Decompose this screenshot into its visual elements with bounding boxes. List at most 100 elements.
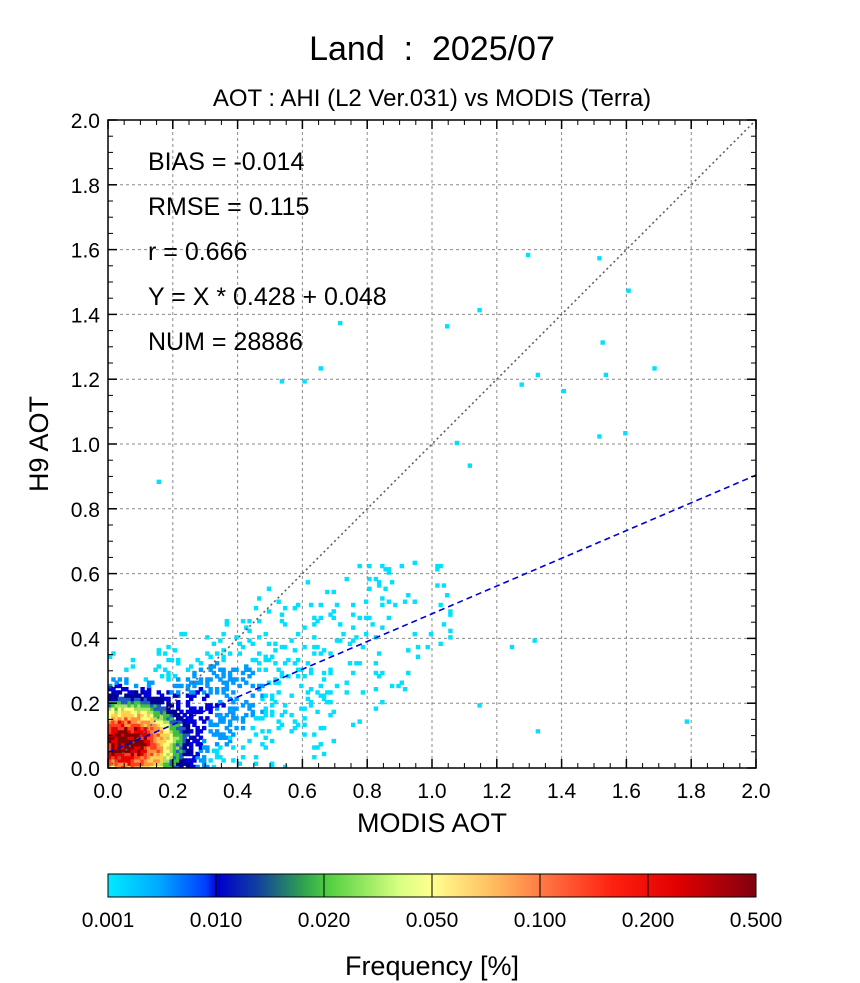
density-cell xyxy=(354,661,359,666)
density-cell xyxy=(117,729,123,734)
density-cell xyxy=(247,703,252,708)
density-cell xyxy=(124,732,129,737)
density-cell xyxy=(146,719,152,724)
density-cell xyxy=(344,576,349,582)
density-cell xyxy=(172,758,178,763)
density-cell xyxy=(198,716,204,721)
density-cell xyxy=(218,735,223,740)
density-cell xyxy=(231,677,236,682)
density-cell xyxy=(292,661,298,666)
density-cell xyxy=(137,722,142,728)
density-cell xyxy=(114,732,119,737)
density-cell xyxy=(117,751,123,757)
chart-subtitle: AOT : AHI (L2 Ver.031) vs MODIS (Terra) xyxy=(213,85,651,112)
density-cell xyxy=(367,563,372,569)
density-cell xyxy=(321,693,327,698)
density-cell xyxy=(189,748,194,753)
density-cell xyxy=(166,709,171,715)
density-cell xyxy=(133,742,139,747)
density-cell xyxy=(273,699,278,705)
density-cell xyxy=(380,625,385,630)
density-cell xyxy=(195,690,200,695)
density-cell xyxy=(146,745,152,750)
density-cell xyxy=(127,732,132,737)
density-cell xyxy=(150,725,155,731)
density-cell xyxy=(120,716,126,721)
density-cell xyxy=(111,725,116,731)
density-cell xyxy=(153,732,158,737)
density-cell xyxy=(153,761,158,766)
density-cell xyxy=(376,674,382,679)
outlier-cell xyxy=(535,372,541,378)
density-cell xyxy=(124,706,129,711)
density-cell xyxy=(124,748,129,753)
density-cell xyxy=(127,722,132,728)
density-cell xyxy=(146,696,152,702)
density-cell xyxy=(120,687,126,692)
density-cell xyxy=(250,670,255,676)
density-cell xyxy=(276,690,281,695)
density-cell xyxy=(163,709,168,715)
density-cell xyxy=(108,735,113,740)
density-cell xyxy=(208,722,213,728)
density-cell xyxy=(302,732,307,737)
density-cell xyxy=(124,758,129,763)
density-cell xyxy=(179,725,184,731)
x-tick-label: 0.8 xyxy=(353,780,382,803)
density-cell xyxy=(117,722,123,728)
outlier-cell xyxy=(623,431,628,436)
density-cell xyxy=(289,729,294,734)
density-cell xyxy=(208,709,213,715)
density-cell xyxy=(159,674,165,679)
density-cell xyxy=(140,712,145,718)
density-cell xyxy=(425,644,430,650)
density-cell xyxy=(143,712,149,718)
density-cell xyxy=(179,745,184,750)
density-cell xyxy=(321,725,327,731)
density-cell xyxy=(351,638,356,643)
outlier-cell xyxy=(318,366,323,371)
density-cell xyxy=(176,725,181,731)
density-cell xyxy=(399,680,404,685)
density-cell xyxy=(221,680,226,685)
density-cell xyxy=(143,696,149,702)
density-cell xyxy=(176,693,181,698)
density-cell xyxy=(172,748,178,753)
density-cell xyxy=(176,729,181,734)
density-cell xyxy=(376,583,382,588)
density-cell xyxy=(179,751,184,757)
density-cell xyxy=(130,693,136,698)
density-cell xyxy=(240,725,246,731)
density-cell xyxy=(146,683,152,689)
density-cell xyxy=(253,732,259,737)
density-cell xyxy=(211,722,217,728)
density-cell xyxy=(130,735,136,740)
density-cell xyxy=(169,748,174,753)
density-cell xyxy=(234,716,239,721)
density-cell xyxy=(120,696,126,702)
density-cell xyxy=(214,687,220,692)
density-cell xyxy=(179,748,184,753)
density-cell xyxy=(240,755,246,760)
density-cell xyxy=(108,751,113,757)
density-cell xyxy=(146,693,152,698)
density-cell xyxy=(221,674,226,679)
density-cell xyxy=(357,719,362,724)
density-cell xyxy=(189,680,194,685)
stat-line: r = 0.666 xyxy=(148,238,247,266)
density-cell xyxy=(214,703,220,708)
density-cell xyxy=(263,709,268,715)
density-cell xyxy=(260,709,265,715)
density-cell xyxy=(312,622,317,627)
density-cell xyxy=(237,651,242,656)
density-cell xyxy=(166,716,171,721)
density-cell xyxy=(117,742,123,747)
density-cell xyxy=(176,751,181,757)
density-cell xyxy=(198,680,204,685)
density-cell xyxy=(143,738,149,744)
density-cell xyxy=(308,687,314,692)
density-cell xyxy=(302,722,307,728)
density-cell xyxy=(108,764,113,768)
density-cell xyxy=(234,725,239,731)
density-cell xyxy=(156,651,161,656)
